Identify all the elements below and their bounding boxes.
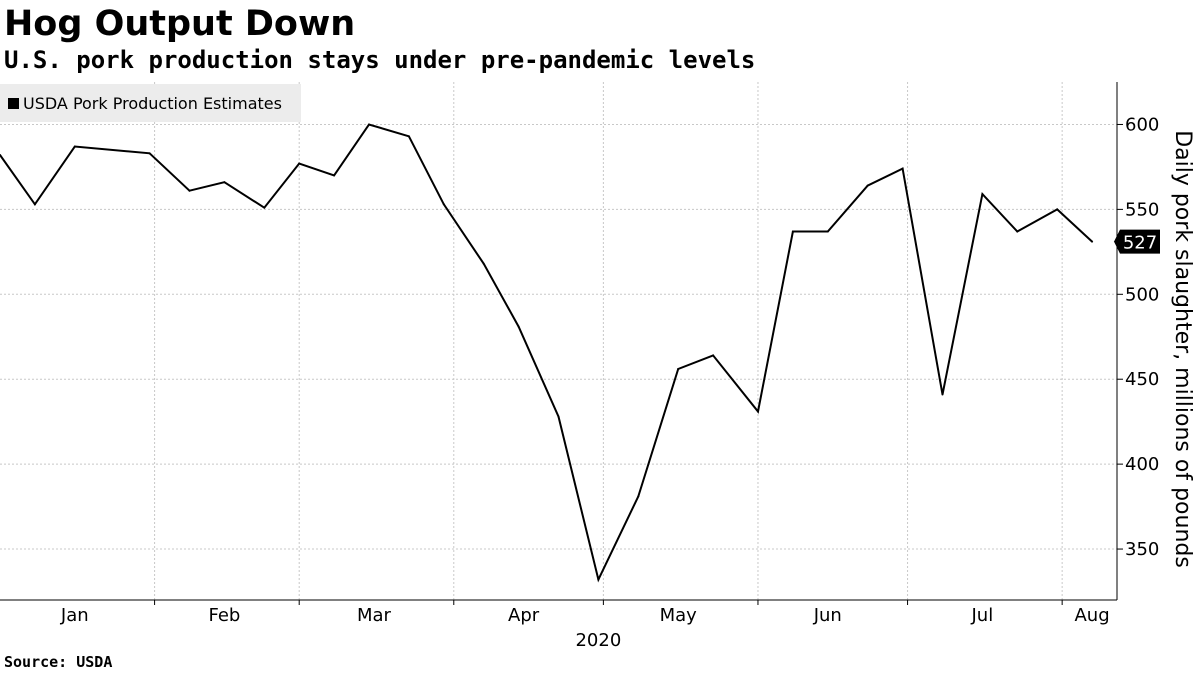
- labels: 527: [1114, 229, 1160, 254]
- data-point: [482, 262, 485, 265]
- axes: 350 400 450 500 550 600 Jan Feb Mar Apr May Jun Jul A…: [0, 82, 1195, 651]
- y-tick-label: 500: [1125, 284, 1159, 305]
- x-tick-label: Apr: [508, 605, 540, 626]
- data-point: [1056, 208, 1059, 211]
- legend-label: USDA Pork Production Estimates: [23, 93, 282, 113]
- series-layer: [0, 123, 1094, 583]
- data-point: [407, 135, 410, 138]
- x-tick-label: Jul: [971, 605, 994, 626]
- data-point: [263, 206, 266, 209]
- source-note: Source: USDA: [4, 653, 113, 671]
- data-point: [517, 325, 520, 328]
- data-point: [712, 354, 715, 357]
- x-tick-label: Jan: [60, 605, 89, 626]
- y-tick-label: 450: [1125, 369, 1159, 390]
- data-point: [866, 184, 869, 187]
- chart-subtitle: U.S. pork production stays under pre-pan…: [4, 46, 756, 74]
- data-point: [756, 410, 759, 413]
- y-tick-label: 600: [1125, 114, 1159, 135]
- legend: USDA Pork Production Estimates: [0, 84, 301, 122]
- x-tick-label: Feb: [208, 605, 240, 626]
- x-tick-label: Jun: [813, 605, 842, 626]
- data-point: [1016, 230, 1019, 233]
- data-point: [368, 123, 371, 126]
- data-point: [597, 578, 600, 581]
- data-point: [1091, 240, 1094, 243]
- data-point: [677, 368, 680, 371]
- data-point: [73, 145, 76, 148]
- data-point: [442, 203, 445, 206]
- y-axis-label: Daily pork slaughter, millions of pounds: [1170, 130, 1195, 568]
- x-tick-label: Mar: [357, 605, 392, 626]
- last-value-label: 527: [1123, 233, 1157, 254]
- y-tick-label: 550: [1125, 199, 1159, 220]
- last-value-callout: [1114, 229, 1160, 254]
- data-point: [0, 154, 1, 157]
- gridlines: [0, 82, 1117, 600]
- data-point: [791, 230, 794, 233]
- chart-title: Hog Output Down: [4, 4, 356, 44]
- data-point: [148, 152, 151, 155]
- y-tick-label: 350: [1125, 539, 1159, 560]
- y-tick-label: 400: [1125, 454, 1159, 475]
- data-point: [941, 393, 944, 396]
- legend-swatch: [8, 97, 19, 109]
- x-tick-label: Aug: [1074, 605, 1109, 626]
- data-point: [333, 174, 336, 177]
- data-point: [637, 495, 640, 498]
- data-point: [557, 415, 560, 418]
- data-point: [298, 162, 301, 165]
- series-line: [0, 123, 1093, 583]
- data-point: [901, 167, 904, 170]
- x-tick-label: May: [660, 605, 698, 626]
- data-point: [981, 193, 984, 196]
- data-point: [33, 203, 36, 206]
- data-point: [826, 230, 829, 233]
- x-year-label: 2020: [575, 630, 621, 651]
- data-point: [188, 189, 191, 192]
- data-point: [223, 181, 226, 184]
